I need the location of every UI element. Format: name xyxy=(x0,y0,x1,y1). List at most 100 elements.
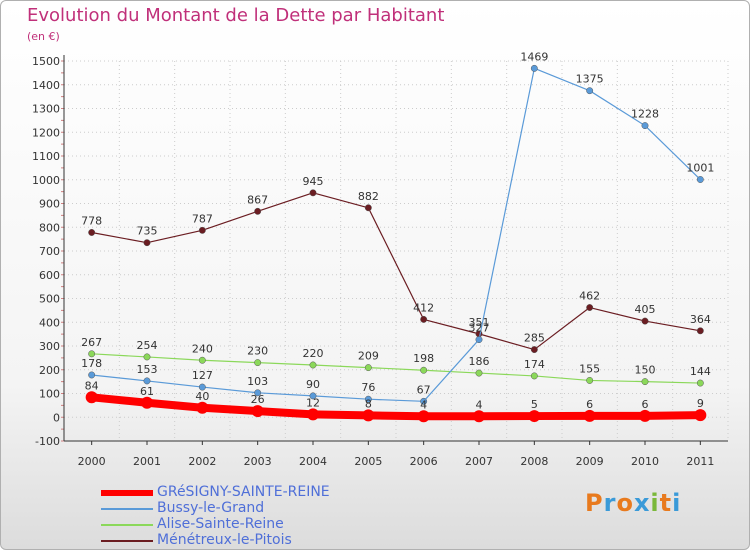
data-point xyxy=(143,239,151,247)
data-point xyxy=(362,409,375,422)
legend-swatch-alise xyxy=(101,524,153,526)
data-point xyxy=(639,409,651,422)
data-label: 127 xyxy=(192,369,213,382)
data-point xyxy=(528,410,541,423)
y-tick-label: 1200 xyxy=(32,126,60,139)
data-label: 1469 xyxy=(520,50,548,63)
data-label: 40 xyxy=(195,390,209,403)
x-tick-label: 2006 xyxy=(410,455,438,468)
data-point xyxy=(420,315,428,323)
data-point xyxy=(251,405,264,418)
data-label: 178 xyxy=(81,357,102,370)
data-point xyxy=(143,377,151,385)
data-point xyxy=(696,379,704,387)
y-tick-label: 1000 xyxy=(32,174,60,187)
x-tick-label: 2001 xyxy=(133,455,161,468)
data-point xyxy=(586,376,594,384)
data-point xyxy=(143,353,151,361)
y-tick-label: -100 xyxy=(35,435,60,448)
data-label: 186 xyxy=(469,355,490,368)
data-label: 84 xyxy=(85,379,99,392)
data-point xyxy=(475,336,483,344)
data-label: 67 xyxy=(417,383,431,396)
data-point xyxy=(141,396,153,409)
data-label: 6 xyxy=(642,398,649,411)
y-tick-label: 1400 xyxy=(32,79,60,92)
data-point xyxy=(583,409,596,422)
logo-letter: t xyxy=(659,489,673,517)
data-label: 12 xyxy=(306,396,320,409)
data-point xyxy=(641,317,649,325)
series-line xyxy=(87,393,705,421)
data-label: 9 xyxy=(697,397,704,410)
data-point xyxy=(586,304,594,311)
logo-letter: o xyxy=(616,489,634,517)
x-tick-label: 2008 xyxy=(520,455,548,468)
logo-letter: P xyxy=(585,489,604,517)
data-point xyxy=(696,327,704,335)
x-tick-label: 2004 xyxy=(299,455,327,468)
data-point xyxy=(198,383,206,391)
y-tick-label: 500 xyxy=(39,293,60,306)
data-point xyxy=(641,122,649,130)
data-label: 254 xyxy=(137,339,158,352)
data-point xyxy=(473,410,485,423)
data-label: 209 xyxy=(358,350,379,363)
data-label: 882 xyxy=(358,190,379,203)
data-point xyxy=(530,346,538,354)
data-label: 327 xyxy=(469,322,490,335)
legend-swatch-gresigny xyxy=(101,490,153,496)
data-label: 945 xyxy=(303,175,324,188)
data-label: 351 xyxy=(469,316,490,329)
data-label: 5 xyxy=(531,398,538,411)
data-point xyxy=(364,395,372,403)
data-label: 462 xyxy=(579,290,600,303)
series-line xyxy=(91,67,701,402)
x-tick-label: 2009 xyxy=(576,455,604,468)
y-tick-label: 600 xyxy=(39,269,60,282)
x-tick-label: 2010 xyxy=(631,455,659,468)
data-point xyxy=(88,350,96,358)
x-tick-label: 2002 xyxy=(188,455,216,468)
data-point xyxy=(198,226,206,234)
data-label: 155 xyxy=(579,362,600,375)
data-label: 76 xyxy=(361,381,375,394)
data-label: 267 xyxy=(81,336,102,349)
data-label: 26 xyxy=(251,393,265,406)
legend-label-gresigny: GRéSIGNY-SAINTE-REINE xyxy=(157,484,330,500)
y-tick-label: 1500 xyxy=(32,55,60,68)
data-label: 285 xyxy=(524,332,545,345)
x-tick-label: 2007 xyxy=(465,455,493,468)
data-point xyxy=(85,391,98,404)
data-point xyxy=(307,408,319,421)
data-label: 4 xyxy=(476,398,483,411)
y-tick-label: 0 xyxy=(53,411,60,424)
data-point xyxy=(641,378,649,386)
data-label: 240 xyxy=(192,342,213,355)
y-axis-unit: (en €) xyxy=(27,30,60,43)
y-tick-label: 700 xyxy=(39,245,60,258)
data-point xyxy=(254,389,262,397)
y-tick-label: 1100 xyxy=(32,150,60,163)
data-label: 198 xyxy=(413,352,434,365)
data-point xyxy=(196,401,209,414)
data-point xyxy=(694,409,707,422)
data-label: 153 xyxy=(137,363,158,376)
data-label: 174 xyxy=(524,358,545,371)
data-label: 364 xyxy=(690,313,711,326)
data-point xyxy=(254,359,262,367)
legend-label-alise: Alise-Sainte-Reine xyxy=(157,516,284,532)
data-label: 405 xyxy=(635,303,656,316)
data-point xyxy=(88,229,96,236)
data-point xyxy=(364,364,372,372)
data-label: 144 xyxy=(690,365,711,378)
data-point xyxy=(475,369,483,377)
data-label: 1228 xyxy=(631,108,659,121)
data-label: 412 xyxy=(413,301,434,314)
legend-swatch-menetreux xyxy=(101,540,153,542)
y-tick-label: 400 xyxy=(39,316,60,329)
data-point xyxy=(696,176,704,183)
legend-label-bussy: Bussy-le-Grand xyxy=(157,500,265,516)
